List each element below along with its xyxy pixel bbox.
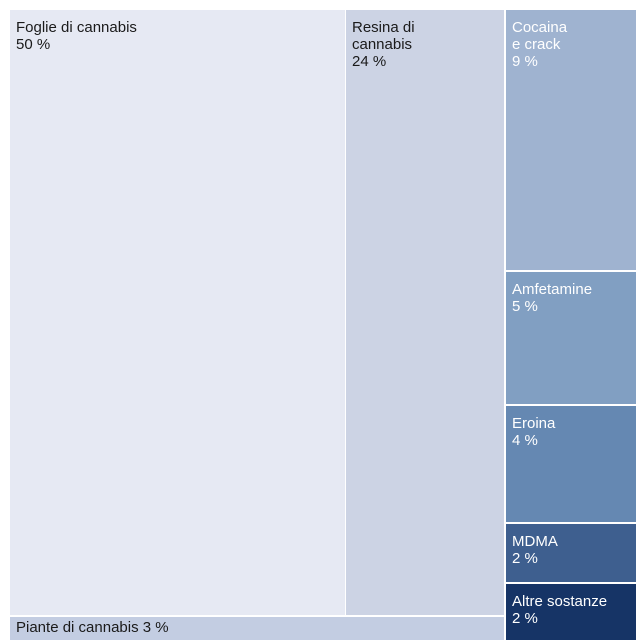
tile-label: Eroina <box>512 415 556 432</box>
tile-value: 5 % <box>512 298 538 315</box>
tile-cocaina-e-crack: Cocaina e crack 9 % <box>506 10 636 270</box>
tile-label: MDMA <box>512 533 558 550</box>
tile-label: Foglie di cannabis <box>16 19 137 36</box>
tile-altre-sostanze: Altre sostanze 2 % <box>506 584 636 640</box>
tile-label: Altre sostanze <box>512 593 608 610</box>
tile-mdma: MDMA 2 % <box>506 524 636 582</box>
tile-foglie-di-cannabis: Foglie di cannabis 50 % <box>10 10 345 615</box>
tile-value: 9 % <box>512 53 538 70</box>
tile-value: 24 % <box>352 53 387 70</box>
tile-label: Cocaina e crack <box>512 19 568 53</box>
tile-resina-di-cannabis: Resina di cannabis 24 % <box>346 10 504 615</box>
tile-label: Resina di cannabis <box>352 19 415 53</box>
tile-value: 4 % <box>512 432 538 449</box>
tile-piante-di-cannabis: Piante di cannabis 3 % <box>10 617 504 640</box>
tile-label: Piante di cannabis <box>16 619 139 636</box>
tile-value: 2 % <box>512 610 538 627</box>
tile-eroina: Eroina 4 % <box>506 406 636 522</box>
tile-label: Amfetamine <box>512 281 593 298</box>
tile-value: 2 % <box>512 550 538 567</box>
tile-value: 50 % <box>16 36 51 53</box>
tile-amfetamine: Amfetamine 5 % <box>506 272 636 404</box>
tile-value: 3 % <box>138 619 169 636</box>
